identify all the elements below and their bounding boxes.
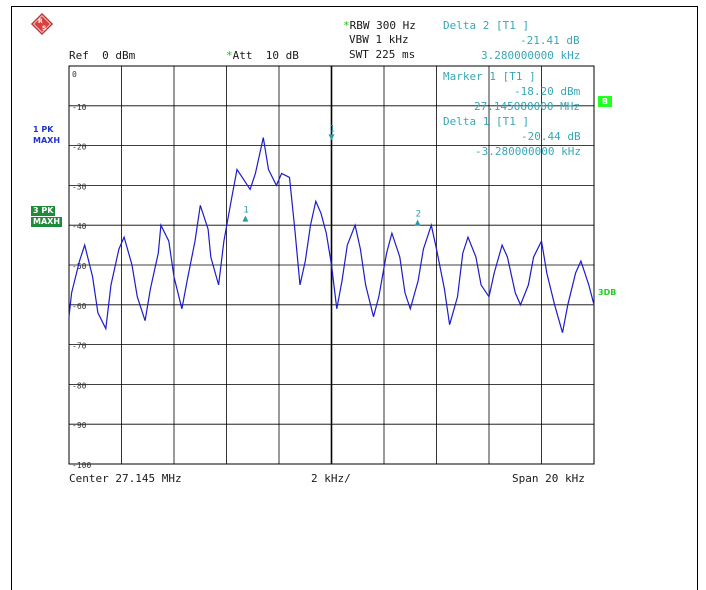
delta2-title: Delta 2 [T1 ] (443, 19, 530, 32)
rs-logo: R S (30, 12, 54, 36)
svg-text:R: R (38, 18, 43, 25)
trace1-mode: MAXH (33, 136, 61, 145)
marker-group: 1 1 2 (242, 124, 421, 226)
y-tick-label: 0 (72, 70, 77, 79)
delta1-value: -20.44 dB (521, 130, 581, 143)
marker-symbol (414, 219, 421, 226)
ref-level: Ref 0 dBm (69, 49, 136, 62)
frequency-span: Span 20 kHz (512, 472, 585, 485)
y-tick-label: -90 (72, 421, 87, 430)
trace-line (68, 137, 595, 333)
y-tick-label: -100 (72, 461, 91, 470)
delta2-freq: 3.280000000 kHz (481, 49, 581, 62)
marker1-value: -18.20 dBm (514, 85, 581, 98)
attenuation: *Att 10 dB (226, 49, 299, 62)
marker-label: 2 (416, 210, 421, 220)
y-tick-label: -60 (72, 302, 87, 311)
marker-label: 1 (243, 206, 248, 216)
y-tick-label: -80 (72, 381, 87, 390)
plot-grid (68, 65, 595, 465)
y-tick-label: -50 (72, 262, 87, 271)
trace3-mode: MAXH (31, 217, 63, 227)
y-tick-label: -70 (72, 342, 87, 351)
marker-symbol (242, 215, 249, 222)
frequency-per-division: 2 kHz/ (311, 472, 351, 485)
svg-text:S: S (42, 25, 46, 32)
trace1-detector: 1 PK (33, 125, 54, 134)
y-tick-label: -30 (72, 182, 87, 191)
delta2-value: -21.41 dB (520, 34, 580, 47)
delta1-freq: -3.280000000 kHz (475, 145, 581, 158)
marker-symbol (328, 134, 335, 141)
vbw-setting: VBW 1 kHz (349, 33, 409, 46)
label-3db: 3DB (598, 288, 617, 297)
delta1-title: Delta 1 [T1 ] (443, 115, 530, 128)
trace3-detector: 3 PK (31, 206, 56, 216)
marker1-title: Marker 1 [T1 ] (443, 70, 536, 83)
marker1-freq: 27.145080000 MHz (474, 100, 580, 113)
y-tick-label: -20 (72, 143, 87, 152)
rbw-setting: *RBW 300 Hz (343, 19, 416, 32)
instrument-frame (11, 6, 698, 590)
badge-b: B (598, 96, 613, 107)
center-frequency: Center 27.145 MHz (69, 472, 182, 485)
y-tick-label: -40 (72, 222, 87, 231)
y-tick-label: -10 (72, 103, 87, 112)
swt-setting: SWT 225 ms (349, 48, 416, 61)
marker-label: 1 (330, 124, 335, 134)
y-tick-labels: 0 -10 -20 -30 -40 -50 -60 -70 -80 -90 -100 (72, 70, 91, 470)
